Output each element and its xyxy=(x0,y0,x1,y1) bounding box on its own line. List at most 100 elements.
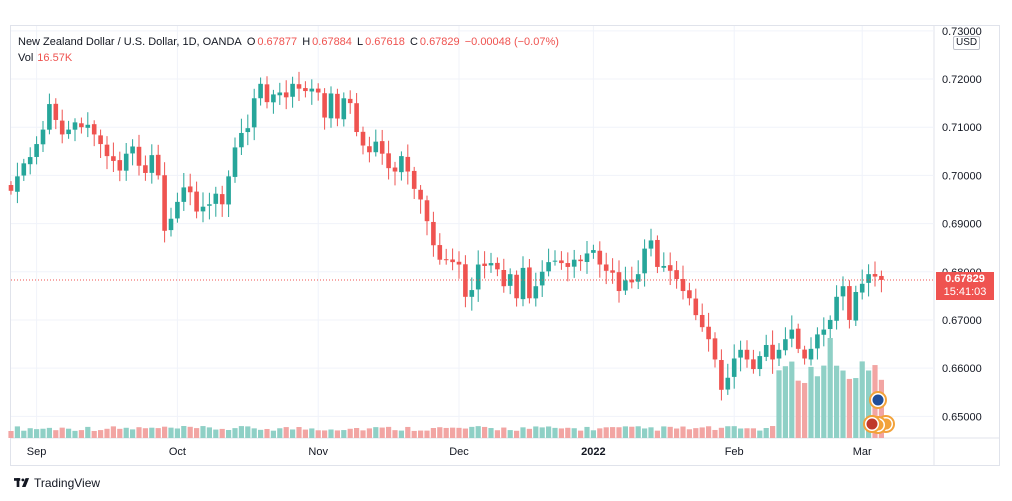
volume-bar xyxy=(136,427,142,438)
legend-high-value: 0.67884 xyxy=(312,36,352,48)
volume-bar xyxy=(14,426,20,438)
candle-body xyxy=(264,84,270,103)
volume-bar xyxy=(648,427,654,438)
currency-badge[interactable]: USD xyxy=(953,36,981,50)
volume-bar xyxy=(200,426,206,438)
candle-body xyxy=(66,129,71,135)
candle-body xyxy=(744,349,750,360)
last-price: 0.67829 xyxy=(945,273,985,285)
candle-body xyxy=(789,329,795,339)
candle-body xyxy=(725,377,731,390)
volume-bar xyxy=(622,426,628,438)
volume-bar xyxy=(674,428,680,438)
candle-body xyxy=(34,144,39,157)
candle-body xyxy=(27,157,33,165)
volume-bar xyxy=(149,427,155,438)
volume-bar xyxy=(834,365,840,438)
volume-bar xyxy=(789,361,795,438)
candle-body xyxy=(111,156,116,161)
candle-body xyxy=(322,93,327,118)
candle-body xyxy=(40,129,46,145)
volume-bar xyxy=(117,428,123,438)
volume-bar xyxy=(546,426,552,438)
y-tick-label: 0.67000 xyxy=(942,315,982,327)
volume-bar xyxy=(213,429,219,438)
volume-bar xyxy=(258,429,264,438)
candle-body xyxy=(751,359,756,370)
candle-body xyxy=(456,261,462,265)
candle-body xyxy=(815,334,820,349)
candle-body xyxy=(495,262,500,270)
candle-body xyxy=(463,264,468,297)
candle-body xyxy=(117,160,123,171)
candle-body xyxy=(309,88,315,92)
volume-bar xyxy=(731,426,737,438)
volume-bar xyxy=(629,426,635,438)
y-tick-label: 0.66000 xyxy=(942,363,982,375)
volume-bar xyxy=(526,428,532,438)
volume-bar xyxy=(475,426,481,438)
candle-body xyxy=(155,154,161,176)
candle-body xyxy=(328,93,334,119)
volume-bar xyxy=(757,430,763,438)
candle-body xyxy=(277,92,283,96)
candle-body xyxy=(91,124,97,135)
volume-label: Vol xyxy=(18,52,34,64)
candle-body xyxy=(367,146,372,153)
volume-bar xyxy=(590,430,596,438)
candle-body xyxy=(392,167,398,172)
candle-body xyxy=(667,265,673,271)
candle-body xyxy=(443,259,449,261)
volume-bar xyxy=(443,427,449,438)
footer-brand[interactable]: TradingView xyxy=(14,476,100,490)
volume-bar xyxy=(456,427,462,438)
volume-bar xyxy=(718,427,724,438)
candle-body xyxy=(232,147,238,177)
volume-bar xyxy=(424,430,430,438)
candle-body xyxy=(175,201,180,219)
candle-body xyxy=(149,155,155,173)
volume-bar xyxy=(264,428,270,438)
candle-body xyxy=(379,141,385,154)
volume-bar xyxy=(859,361,865,438)
volume-bar xyxy=(866,370,872,438)
volume-bar xyxy=(437,427,443,438)
volume-bar xyxy=(155,428,161,438)
volume-legend: Vol 16.57K xyxy=(18,52,72,64)
volume-bar xyxy=(584,426,590,438)
event-flag-icon xyxy=(872,394,884,406)
candle-body xyxy=(501,270,507,287)
volume-bar xyxy=(232,428,238,438)
volume-bar xyxy=(827,338,833,438)
candle-body xyxy=(431,221,436,246)
last-price-tag: 0.67829 15:41:03 xyxy=(936,272,994,300)
candle-body xyxy=(47,104,52,130)
volume-bar xyxy=(174,428,180,438)
candle-body xyxy=(207,204,212,206)
candle-body xyxy=(847,286,852,320)
volume-bar xyxy=(66,428,72,438)
candle-body xyxy=(687,290,692,299)
candle-body xyxy=(776,349,782,359)
candle-body xyxy=(450,259,455,263)
volume-bar xyxy=(206,427,212,438)
legend-high-label: H xyxy=(302,36,311,48)
volume-bar xyxy=(878,379,884,438)
candle-body xyxy=(283,92,289,98)
volume-bar xyxy=(91,430,97,438)
volume-bar xyxy=(40,428,46,438)
volume-value: 16.57K xyxy=(37,52,73,64)
volume-bar xyxy=(686,429,692,438)
candle-body xyxy=(405,156,411,172)
volume-bar xyxy=(283,427,289,438)
candle-body xyxy=(680,278,686,292)
legend-change: −0.00048 (−0.07%) xyxy=(464,36,559,48)
volume-bar xyxy=(322,430,328,438)
volume-bar xyxy=(558,428,564,438)
volume-bar xyxy=(808,366,814,438)
volume-bar xyxy=(392,430,398,438)
candle-body xyxy=(347,98,353,104)
volume-bar xyxy=(53,430,59,438)
volume-bar xyxy=(814,376,820,438)
